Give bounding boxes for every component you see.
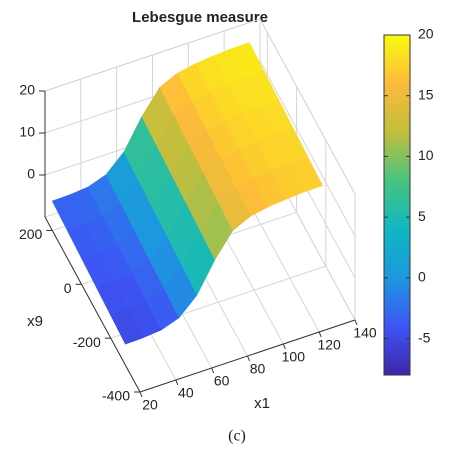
- x-tick: [247, 355, 250, 362]
- x-tick-label: 140: [353, 325, 377, 341]
- colorbar-tick-label: 10: [418, 147, 434, 163]
- x-tick: [354, 319, 358, 326]
- x-tick: [318, 331, 322, 338]
- z-grid-line: [259, 60, 356, 237]
- z-tick-label: 0: [27, 166, 35, 182]
- x-tick-label: 40: [178, 385, 194, 401]
- surface-patch: [289, 156, 323, 193]
- x-tick: [282, 343, 286, 350]
- colorbar-tick-label: -5: [418, 329, 431, 345]
- z-grid-line: [259, 18, 356, 195]
- x-tick-label: 60: [214, 373, 230, 389]
- colorbar-tick-label: 20: [418, 26, 434, 42]
- x-tick-label: 100: [282, 349, 306, 365]
- z-tick-label: 20: [19, 82, 35, 98]
- y-tick-label: 200: [19, 226, 43, 242]
- x-axis-label: x1: [254, 395, 270, 412]
- y-tick-label: -400: [102, 388, 130, 404]
- x-tick: [139, 391, 143, 398]
- x-tick-label: 120: [317, 337, 341, 353]
- colorbar-tick-label: 15: [418, 86, 434, 102]
- y-axis-line: [44, 216, 141, 393]
- x-tick-label: 80: [250, 361, 266, 377]
- x-tick: [211, 367, 215, 374]
- colorbar-tick-label: 0: [418, 269, 426, 285]
- x-tick-label: 20: [142, 397, 158, 413]
- y-tick-label: -200: [73, 334, 101, 350]
- colorbar-tick-label: 5: [418, 208, 426, 224]
- x-tick: [175, 379, 179, 386]
- z-tick-label: 10: [19, 124, 35, 140]
- caption: (c): [228, 428, 246, 445]
- colorbar: [383, 34, 411, 376]
- y-tick-label: 0: [64, 280, 72, 296]
- chart-title: Lebesgue measure: [132, 9, 268, 26]
- y-axis-label: x9: [27, 313, 43, 330]
